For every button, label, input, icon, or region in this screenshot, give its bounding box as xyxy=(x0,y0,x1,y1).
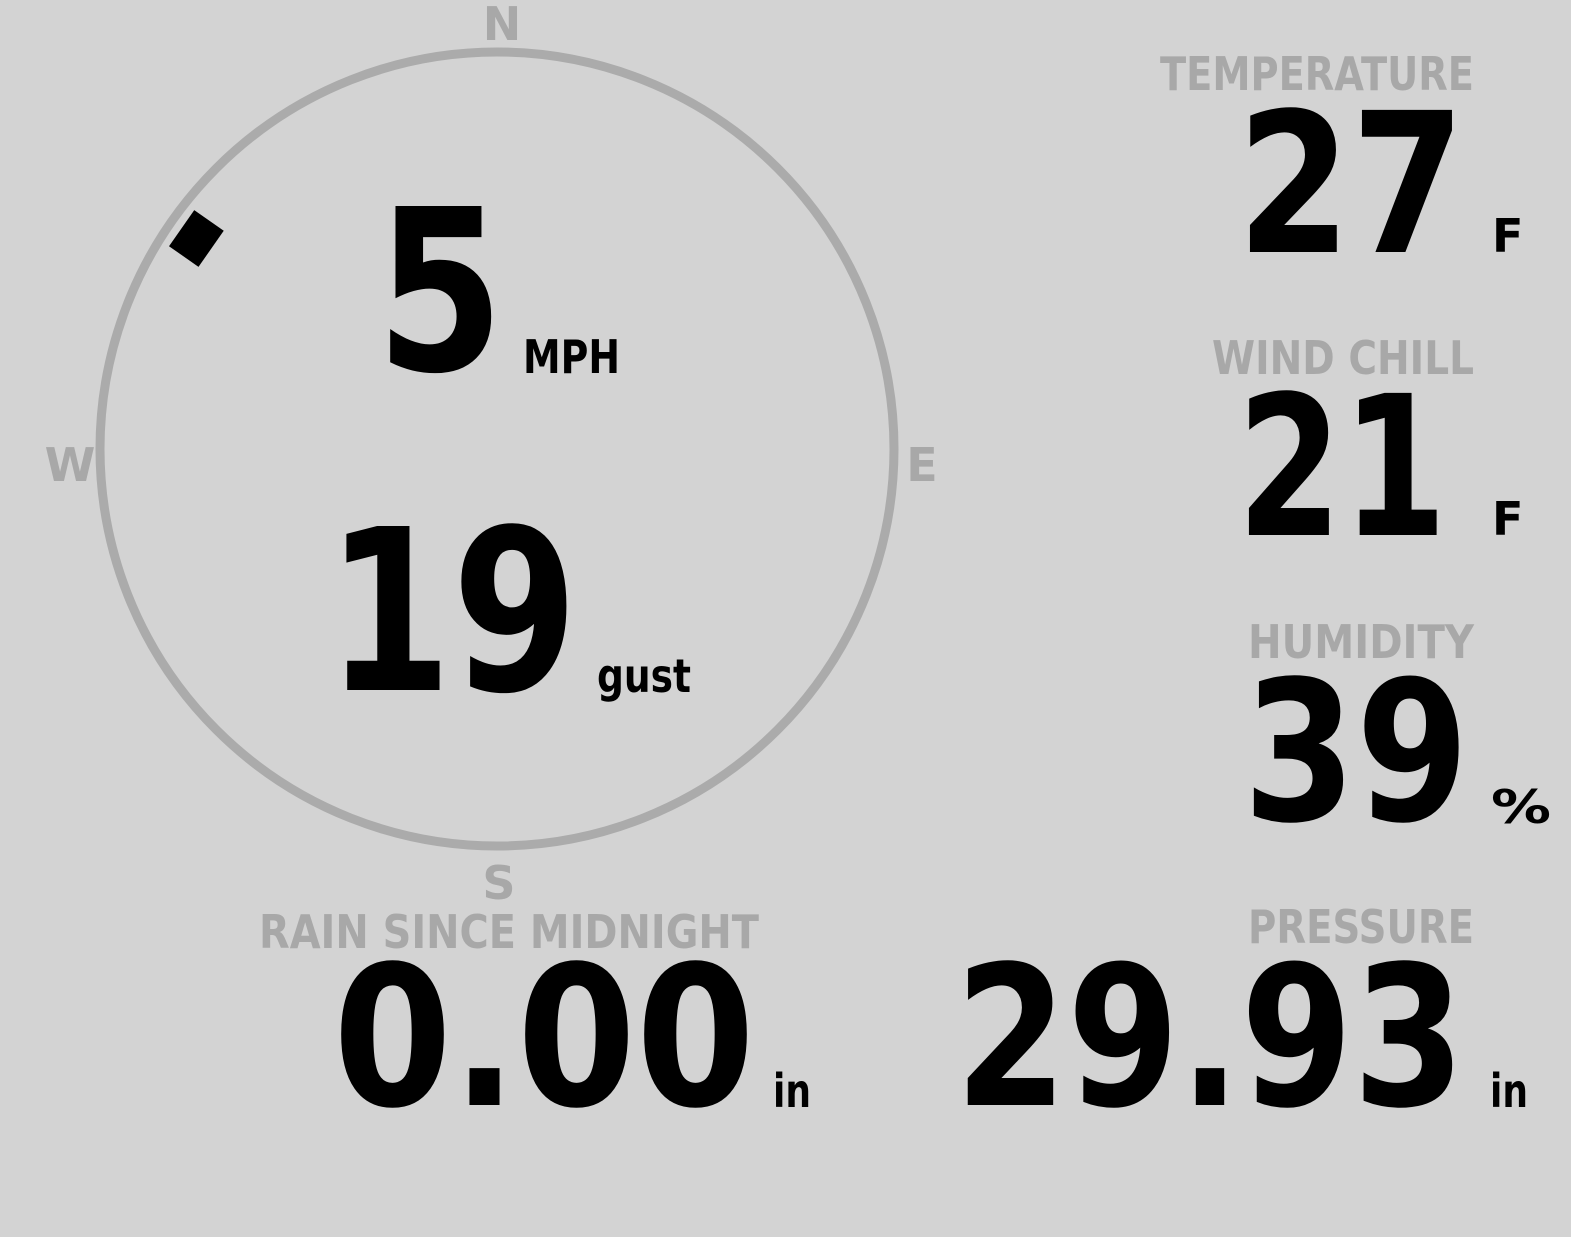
temperature-label: TEMPERATURE xyxy=(1160,47,1474,101)
temperature-value: 27 xyxy=(1237,71,1465,298)
wind-speed-unit: MPH xyxy=(523,330,620,384)
rain-value: 0.00 xyxy=(333,924,755,1151)
wind-gust-unit: gust xyxy=(597,649,691,703)
wind-direction-marker xyxy=(169,210,224,267)
compass-w: W xyxy=(45,438,96,492)
compass-s: S xyxy=(482,856,515,910)
wind-chill-label: WIND CHILL xyxy=(1212,331,1474,385)
wind-gust: 19 xyxy=(326,482,578,744)
humidity-label: HUMIDITY xyxy=(1248,615,1475,669)
humidity-unit: % xyxy=(1491,780,1551,834)
pressure-label: PRESSURE xyxy=(1248,900,1474,954)
compass-n: N xyxy=(483,0,522,51)
humidity-value: 39 xyxy=(1243,639,1469,866)
wind-direction-pointer xyxy=(169,210,224,267)
pressure-value: 29.93 xyxy=(955,924,1465,1151)
compass-ring xyxy=(95,47,899,851)
wind-speed: 5 xyxy=(376,162,504,424)
wind-chill-unit: F xyxy=(1492,492,1523,546)
pressure-unit: in xyxy=(1490,1064,1528,1118)
rain-unit: in xyxy=(773,1064,811,1118)
compass-e: E xyxy=(906,438,937,492)
temperature-unit: F xyxy=(1492,209,1523,263)
wind-chill-value: 21 xyxy=(1237,354,1447,581)
rain-label: RAIN SINCE MIDNIGHT xyxy=(259,905,760,959)
